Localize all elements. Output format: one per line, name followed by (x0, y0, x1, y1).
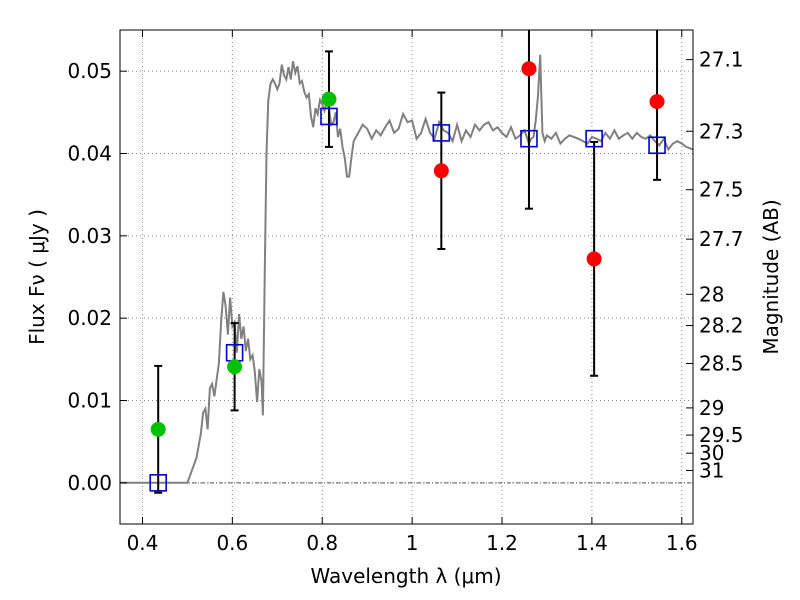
x-tick-label: 1.4 (576, 531, 608, 555)
right-tick-label: 30 (699, 441, 724, 465)
x-tick-label: 0.4 (127, 531, 159, 555)
right-tick-label: 27.7 (699, 227, 744, 251)
plot-frame (119, 29, 694, 525)
right-tick-label: 29 (699, 396, 724, 420)
green-data-point (321, 91, 337, 107)
model-square-point (320, 107, 338, 126)
right-tick-label: 28.5 (699, 351, 744, 375)
error-bars (154, 30, 662, 494)
red-data-point (433, 163, 449, 179)
green-data-point (227, 359, 243, 375)
right-tick-label: 27.1 (699, 48, 744, 72)
red-data-point (521, 61, 537, 77)
model-squares (149, 107, 666, 492)
grid-lines (120, 30, 693, 524)
right-tick-label: 27.5 (699, 178, 744, 202)
y-tick-label: 0.01 (67, 389, 112, 413)
y-tick-label: 0.02 (67, 306, 112, 330)
model-square-point (585, 129, 603, 148)
right-tick-label: 29.5 (699, 423, 744, 447)
y-tick-label: 0.03 (67, 224, 112, 248)
x-tick-label: 1.2 (486, 531, 518, 555)
x-axis-label: Wavelength λ (μm) (310, 564, 501, 588)
y-axis-label: Flux Fν ( μJy ) (25, 209, 49, 345)
right-axis-label: Magnitude (AB) (759, 199, 783, 354)
y-tick-label: 0.04 (67, 142, 112, 166)
model-square-point (432, 124, 451, 142)
red-data-point (586, 251, 602, 267)
model-spectrum-line (120, 54, 693, 484)
x-tick-label: 1.6 (666, 531, 698, 555)
y-axis-ticks: 0.00 0.01 0.02 0.03 0.04 0.05 (67, 59, 127, 495)
x-axis-ticks: 0.4 0.6 0.8 1 1.2 1.4 1.6 (127, 30, 698, 555)
y-tick-label: 0.00 (67, 471, 112, 495)
green-data-point (150, 421, 166, 437)
right-tick-label: 28.2 (699, 314, 744, 338)
model-square-point (520, 129, 538, 148)
model-square-point (648, 136, 666, 155)
right-tick-label: 27.3 (699, 119, 744, 143)
red-data-point (649, 94, 665, 110)
x-tick-label: 0.8 (306, 531, 338, 555)
model-square-point (149, 474, 167, 492)
observed-points (150, 61, 665, 437)
right-tick-label: 28 (699, 282, 724, 306)
right-tick-label: 31 (699, 458, 724, 482)
x-tick-label: 0.6 (216, 531, 248, 555)
x-tick-label: 1 (406, 531, 419, 555)
y-tick-label: 0.05 (67, 59, 112, 83)
